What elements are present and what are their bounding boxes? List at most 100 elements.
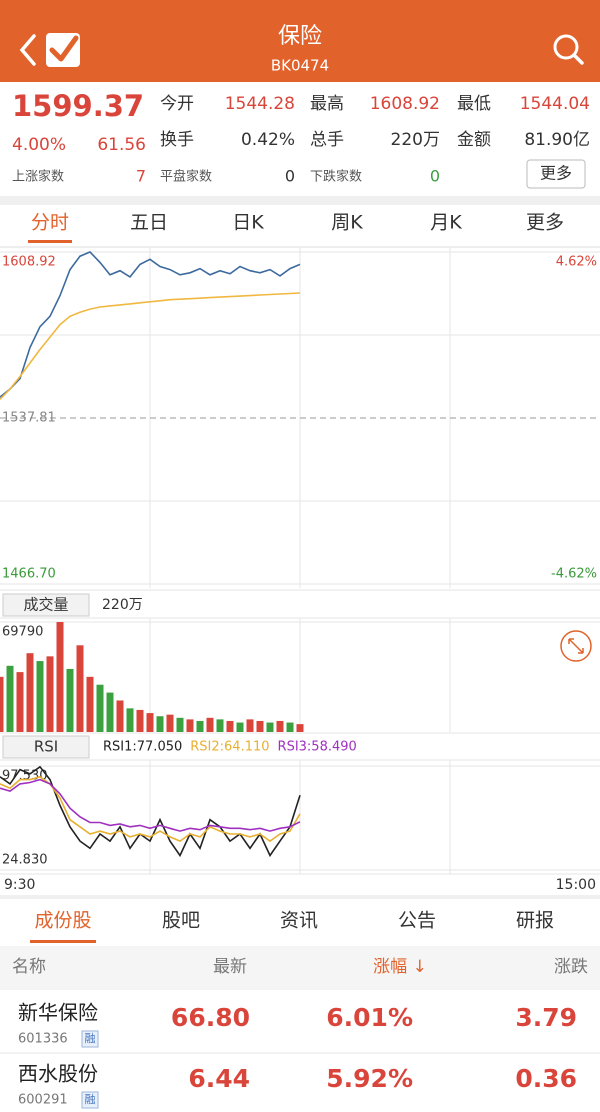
- stock-name[interactable]: 新华保险: [18, 1001, 98, 1025]
- series-line: [0, 251, 301, 398]
- stat-label: 总手: [310, 130, 344, 150]
- chart-tab[interactable]: 更多: [526, 212, 564, 234]
- column-header: 名称: [12, 957, 46, 977]
- stat-value: 1544.04: [520, 94, 590, 114]
- change-pct: 4.00%: [12, 135, 66, 155]
- more-button[interactable]: 更多: [526, 159, 586, 189]
- volume-bar: [196, 720, 204, 732]
- rsi-label-box: [2, 735, 90, 759]
- volume-bar: [46, 656, 54, 732]
- volume-bar: [96, 684, 104, 732]
- volume-bar: [226, 720, 234, 732]
- last-price: 1599.37: [12, 89, 144, 123]
- cell-value: 6.01%: [326, 1003, 413, 1032]
- stock-name[interactable]: 西水股份: [18, 1062, 98, 1086]
- stat-label: 最低: [457, 94, 491, 114]
- stat-label: 最高: [310, 94, 344, 114]
- column-header[interactable]: 涨跌: [554, 957, 588, 977]
- table-header-bg: [0, 946, 600, 990]
- x-axis-end: 15:00: [556, 877, 596, 893]
- x-axis-start: 9:30: [4, 877, 35, 893]
- volume-bar: [76, 645, 84, 732]
- y2-tick-label: -4.62%: [551, 567, 597, 582]
- chart-tab[interactable]: 周K: [331, 212, 363, 234]
- volume-bar: [146, 713, 154, 732]
- y-tick-label: 1537.81: [2, 411, 56, 426]
- page-title: 保险: [278, 24, 322, 49]
- volume-bar: [86, 676, 94, 732]
- more-button-label: 更多: [540, 164, 572, 183]
- volume-label-box: [2, 593, 90, 617]
- volume-bar: [186, 719, 194, 732]
- volume-bar: [176, 717, 184, 732]
- chart-tab[interactable]: 日K: [232, 212, 264, 234]
- y2-tick-label: 4.62%: [556, 255, 597, 270]
- cell-value: 66.80: [171, 1003, 250, 1032]
- breadth-value: 0: [430, 167, 440, 186]
- list-tab[interactable]: 成份股: [34, 910, 91, 932]
- legend-entry: RSI2:64.110: [190, 740, 269, 755]
- chart-tab[interactable]: 月K: [430, 212, 462, 234]
- volume-bar: [246, 719, 254, 732]
- list-tab[interactable]: 研报: [516, 910, 554, 932]
- stat-label: 今开: [160, 94, 194, 114]
- breadth-label: 平盘家数: [160, 169, 212, 185]
- volume-bar: [286, 722, 294, 732]
- volume-bar: [266, 722, 274, 732]
- volume-bar: [166, 714, 174, 732]
- stat-value: 0.42%: [241, 130, 295, 150]
- volume-bar: [26, 653, 34, 732]
- back-button[interactable]: [19, 34, 36, 66]
- watch-toggle[interactable]: [46, 33, 80, 67]
- change: 61.56: [97, 135, 146, 155]
- volume-total: 220万: [102, 597, 143, 613]
- header-bar: [0, 0, 600, 82]
- margin-badge: [81, 1091, 99, 1109]
- y-tick-label: 1466.70: [2, 567, 56, 582]
- sector-code: BK0474: [271, 57, 329, 75]
- volume-bar: [0, 676, 4, 732]
- cell-value: 6.44: [188, 1064, 250, 1093]
- breadth-label: 上涨家数: [12, 169, 64, 185]
- breadth-value: 7: [136, 167, 146, 186]
- stat-value: 1608.92: [370, 94, 440, 114]
- column-header[interactable]: 涨幅 ↓: [373, 957, 427, 977]
- volume-bar: [276, 720, 284, 732]
- volume-bar: [56, 622, 64, 732]
- volume-bar: [236, 722, 244, 732]
- y-tick-label: 97.530: [2, 769, 48, 784]
- stat-value: 1544.28: [225, 94, 295, 114]
- cell-value: 5.92%: [326, 1064, 413, 1093]
- chart-grid-frame: [0, 248, 600, 875]
- list-tab[interactable]: 资讯: [280, 910, 318, 932]
- volume-bar: [136, 709, 144, 732]
- legend-entry: RSI3:58.490: [278, 740, 357, 755]
- list-tab[interactable]: 股吧: [162, 910, 200, 932]
- volume-bar: [156, 716, 164, 732]
- expand-button[interactable]: [560, 630, 592, 662]
- series-line: [0, 765, 301, 858]
- tab-underline: [30, 940, 96, 943]
- chart-tab[interactable]: 五日: [130, 212, 168, 234]
- search-button[interactable]: [553, 34, 584, 65]
- volume-bar: [126, 708, 134, 732]
- volume-bar: [296, 724, 304, 732]
- volume-bar: [256, 720, 264, 732]
- y-tick-label: 24.830: [2, 853, 48, 868]
- volume-bar: [6, 665, 14, 732]
- volume-bar: [36, 661, 44, 732]
- tab-underline: [28, 240, 72, 243]
- rsi-title: RSI: [34, 738, 58, 756]
- chart-tab[interactable]: 分时: [31, 212, 69, 234]
- list-tab[interactable]: 公告: [398, 910, 436, 932]
- volume-title: 成交量: [23, 596, 68, 614]
- volume-bar: [16, 672, 24, 732]
- stock-code: 600291: [18, 1093, 68, 1108]
- y-tick-label: 69790: [2, 625, 43, 640]
- series-line: [0, 292, 301, 400]
- breadth-label: 下跌家数: [310, 169, 362, 185]
- volume-bar: [66, 668, 74, 732]
- y-tick-label: 1608.92: [2, 255, 56, 270]
- column-header[interactable]: 最新: [213, 957, 247, 977]
